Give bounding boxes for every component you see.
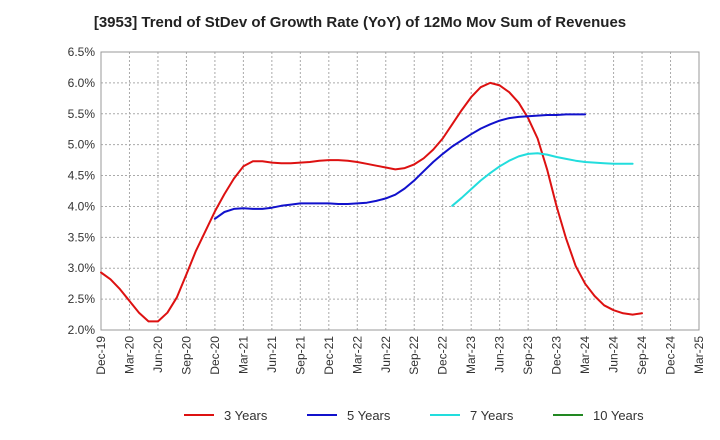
x-tick-label: Sep-22 [407,336,421,375]
x-tick-label: Dec-21 [322,336,336,375]
x-tick-label: Sep-24 [635,336,649,375]
series-layer [100,81,643,323]
y-tick-label: 6.5% [68,45,96,59]
x-tick-label: Mar-22 [350,336,364,374]
x-tick-label: Dec-24 [664,336,678,375]
x-tick-label: Dec-22 [436,336,450,375]
series-line-5-years [213,113,587,220]
plot-frame [100,51,700,331]
x-tick-label: Jun-20 [151,336,165,373]
legend-label: 3 Years [224,408,268,423]
series-line-7-years [451,152,634,207]
x-axis: Dec-19 Mar-20 Jun-20 Sep-20 Dec-20 Mar-21 Jun-… [94,336,706,375]
series-line-3-years [100,81,643,323]
x-tick-label: Sep-23 [521,336,535,375]
y-tick-label: 5.5% [68,107,96,121]
x-tick-label: Mar-21 [236,336,250,374]
y-tick-label: 3.0% [68,261,96,275]
x-tick-label: Dec-20 [208,336,222,375]
y-tick-label: 4.5% [68,169,96,183]
chart-title: [3953] Trend of StDev of Growth Rate (Yo… [93,14,627,31]
x-tick-label: Jun-23 [493,336,507,373]
y-tick-label: 6.0% [68,76,96,90]
y-tick-label: 2.0% [68,323,96,337]
x-tick-label: Dec-23 [550,336,564,375]
legend-label: 7 Years [470,408,514,423]
x-tick-label: Sep-20 [179,336,193,375]
y-axis: 2.0% 2.5% 3.0% 3.5% 4.0% 4.5% 5.0% 5.5% 6.0% 6.5% [68,45,96,337]
y-tick-label: 3.5% [68,230,96,244]
x-tick-label: Mar-20 [122,336,136,374]
x-tick-label: Mar-25 [692,336,706,374]
legend-label: 10 Years [593,408,644,423]
x-tick-label: Jun-21 [265,336,279,373]
legend-label: 5 Years [347,408,391,423]
x-tick-label: Jun-24 [607,336,621,373]
x-tick-label: Jun-22 [379,336,393,373]
y-tick-label: 4.0% [68,199,96,213]
x-tick-label: Mar-24 [578,336,592,374]
x-tick-label: Sep-21 [293,336,307,375]
x-tick-label: Dec-19 [94,336,108,375]
legend: 3 Years 5 Years 7 Years 10 Years [184,408,644,423]
y-tick-label: 2.5% [68,292,96,306]
y-tick-label: 5.0% [68,138,96,152]
x-tick-label: Mar-23 [464,336,478,374]
